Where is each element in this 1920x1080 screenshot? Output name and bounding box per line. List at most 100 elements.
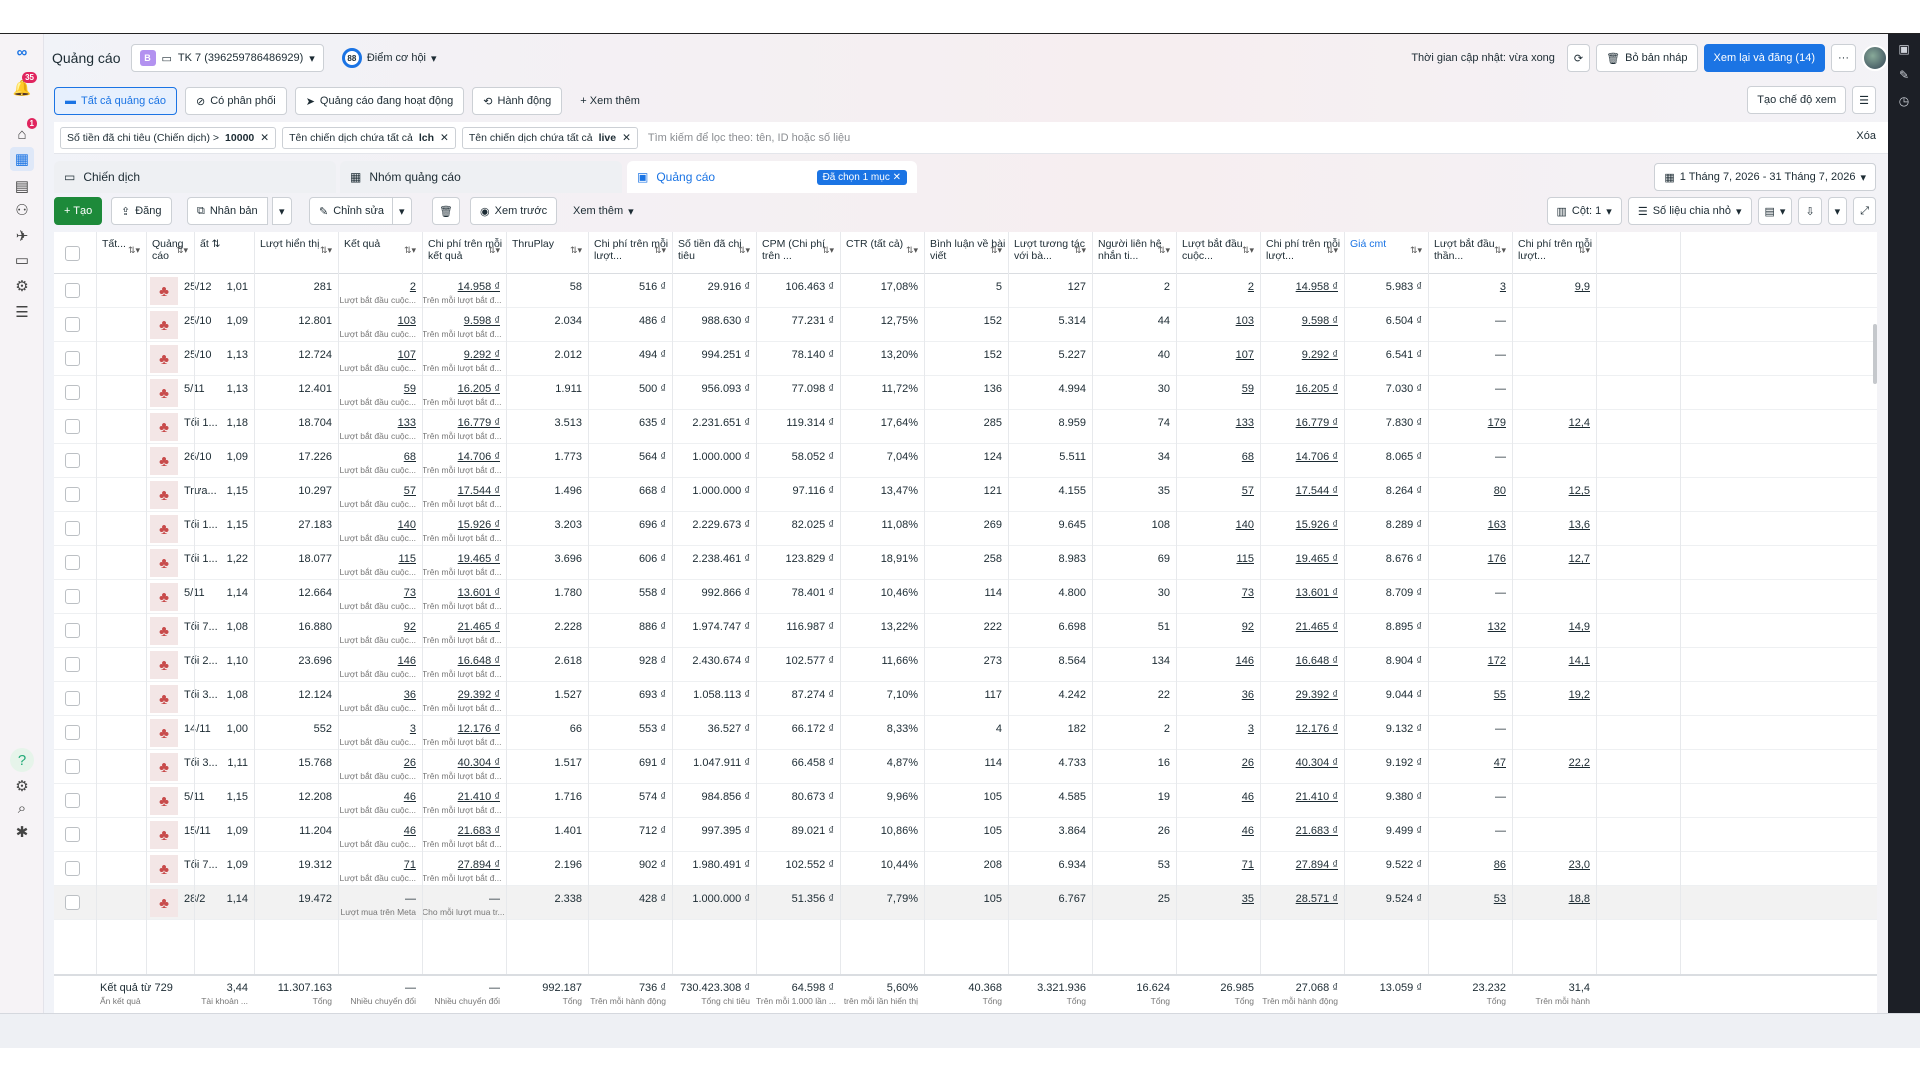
cell-cpl[interactable]: 18,8 <box>1568 893 1590 905</box>
ads-table-icon[interactable]: ▦ <box>10 147 34 171</box>
sort-icon[interactable]: ⇅▾ <box>821 245 834 255</box>
cell-cpr[interactable]: — <box>489 893 500 905</box>
account-selector[interactable]: B ▭ TK 7 (396259786486929) ▾ <box>130 44 324 72</box>
sort-icon[interactable]: ⇅▾ <box>1073 245 1086 255</box>
cell-cpl[interactable]: 22,2 <box>1568 757 1590 769</box>
cell-th[interactable]: 80 <box>1493 485 1506 497</box>
column-header[interactable]: Lượt hiển thị ⇅▾ <box>254 238 338 255</box>
filter-chip[interactable]: Số tiền đã chi tiêu (Chiến dịch) > 10000 ✕ <box>60 126 277 149</box>
cell-th[interactable]: — <box>1495 825 1506 837</box>
ad-name[interactable]: Tối 1... <box>184 553 218 565</box>
cell-th[interactable]: 53 <box>1493 893 1506 905</box>
cell-cpl[interactable]: 19,2 <box>1568 689 1590 701</box>
row-checkbox[interactable] <box>65 521 80 536</box>
cell-res[interactable]: 107 <box>397 349 416 361</box>
cell-res[interactable]: 133 <box>397 417 416 429</box>
edit-dropdown[interactable]: ▾ <box>392 197 412 225</box>
filter-chip[interactable]: Tên chiến dịch chứa tất cả live ✕ <box>461 126 638 149</box>
column-header[interactable]: Lượt bắt đầu cuộc... ⇅▾ <box>1176 238 1260 262</box>
cell-conv[interactable]: 146 <box>1235 655 1254 667</box>
cell-cpl[interactable]: 12,5 <box>1568 485 1590 497</box>
row-checkbox[interactable] <box>65 827 80 842</box>
settings-icon[interactable]: ⚙ <box>15 778 29 795</box>
bug-icon[interactable]: ✱ <box>15 824 29 841</box>
filter-chip[interactable]: Tên chiến dịch chứa tất cả lch ✕ <box>282 126 456 149</box>
column-header[interactable]: Lượt bắt đầu thần... ⇅▾ <box>1428 238 1512 262</box>
cell-cpr[interactable]: 21.410 ₫ <box>457 791 500 803</box>
cell-cpc[interactable]: 12.176 ₫ <box>1295 723 1338 735</box>
table-row[interactable]: ♣ 14/11 1,00 552 3 12.176 ₫ 66 553 ₫ 36.527 ₫ 66.… <box>54 716 1877 750</box>
clear-filters-link[interactable]: Xóa <box>1856 130 1876 142</box>
ad-name[interactable]: Tối 1... <box>184 519 218 531</box>
cell-res[interactable]: 71 <box>403 859 416 871</box>
cell-cpc[interactable]: 28.571 ₫ <box>1295 893 1338 905</box>
cell-th[interactable]: — <box>1495 791 1506 803</box>
duplicate-dropdown[interactable]: ▾ <box>272 197 292 225</box>
cell-cpc[interactable]: 9.292 ₫ <box>1301 349 1338 361</box>
cell-cpr[interactable]: 16.205 ₫ <box>457 383 500 395</box>
close-icon[interactable]: ✕ <box>440 131 449 144</box>
row-checkbox[interactable] <box>65 283 80 298</box>
cell-res[interactable]: 57 <box>403 485 416 497</box>
cell-conv[interactable]: 35 <box>1241 893 1254 905</box>
row-checkbox[interactable] <box>65 453 80 468</box>
ad-name[interactable]: 14/11 <box>184 723 211 735</box>
row-checkbox[interactable] <box>65 351 80 366</box>
cell-cpc[interactable]: 16.648 ₫ <box>1295 655 1338 667</box>
export-dropdown[interactable]: ▾ <box>1827 197 1848 225</box>
tab-adsets[interactable]: ▦ Nhóm quảng cáo <box>340 161 622 193</box>
sort-icon[interactable]: ⇅▾ <box>1493 245 1506 255</box>
row-checkbox[interactable] <box>65 589 80 604</box>
column-header[interactable]: Quảng cáo ⇅▾ <box>146 238 194 262</box>
cell-cpr[interactable]: 14.958 ₫ <box>457 281 500 293</box>
cell-conv[interactable]: 133 <box>1235 417 1254 429</box>
cell-cpc[interactable]: 17.544 ₫ <box>1295 485 1338 497</box>
cell-th[interactable]: — <box>1495 723 1506 735</box>
campaign-icon[interactable]: ✈ <box>15 228 29 245</box>
cell-conv[interactable]: 2 <box>1247 281 1254 293</box>
column-header[interactable]: Chi phí trên mỗi lượt... ⇅▾ <box>1260 238 1344 262</box>
cell-cpc[interactable]: 16.779 ₫ <box>1295 417 1338 429</box>
cell-cpc[interactable]: 14.958 ₫ <box>1295 281 1338 293</box>
cell-cpc[interactable]: 9.598 ₫ <box>1301 315 1338 327</box>
table-row[interactable]: ♣ Tối 3... 1,11 15.768 26 40.304 ₫ 1.517 691 ₫ 1… <box>54 750 1877 784</box>
column-header[interactable]: ThruPlay ⇅▾ <box>506 238 588 255</box>
cell-res[interactable]: 115 <box>398 553 416 565</box>
column-header[interactable]: Chi phí trên mỗi kết quả ⇅▾ <box>422 238 506 262</box>
sort-icon[interactable]: ⇅▾ <box>1577 245 1590 255</box>
table-row[interactable]: ♣ Tối 1... 1,22 18.077 115 19.465 ₫ 3.696 606 ₫… <box>54 546 1877 580</box>
row-checkbox[interactable] <box>65 895 80 910</box>
cell-conv[interactable]: 71 <box>1241 859 1254 871</box>
cell-conv[interactable]: 68 <box>1241 451 1254 463</box>
publish-button[interactable]: ⇪ Đăng <box>111 197 172 225</box>
cell-res[interactable]: 103 <box>397 315 416 327</box>
ad-name[interactable]: 25/12 <box>184 281 212 293</box>
cell-res[interactable]: 3 <box>409 723 416 735</box>
cell-th[interactable]: 86 <box>1493 859 1506 871</box>
alerts-icon[interactable]: ⌂ 1 <box>10 118 37 146</box>
ad-name[interactable]: Tối 3... <box>184 757 218 769</box>
cell-cpc[interactable]: 21.410 ₫ <box>1295 791 1338 803</box>
sort-icon[interactable]: ⇅▾ <box>319 245 332 255</box>
column-header[interactable]: CPM (Chi phí trên ... ⇅▾ <box>756 238 840 262</box>
sort-icon[interactable]: ⇅▾ <box>1241 245 1254 255</box>
refresh-button[interactable]: ⟳ <box>1566 44 1591 72</box>
ad-name[interactable]: Trưa... <box>184 485 217 497</box>
column-header[interactable]: Tất... ⇅▾ <box>96 238 146 255</box>
table-row[interactable]: ♣ Tối 7... 1,08 16.880 92 21.465 ₫ 2.228 886 ₫ 1… <box>54 614 1877 648</box>
sort-icon[interactable]: ⇅▾ <box>1325 245 1338 255</box>
cell-th[interactable]: 132 <box>1487 621 1506 633</box>
row-checkbox[interactable] <box>65 691 80 706</box>
help-icon[interactable]: ? <box>10 748 34 772</box>
column-header[interactable]: ất ⇅ <box>200 238 221 250</box>
close-icon[interactable]: ✕ <box>892 171 901 183</box>
sort-icon[interactable]: ⇅▾ <box>737 245 750 255</box>
cell-cpl[interactable]: 14,1 <box>1568 655 1590 667</box>
discard-drafts-button[interactable]: 🗑 Bỏ bản nháp <box>1596 44 1698 72</box>
cell-th[interactable]: 179 <box>1487 417 1506 429</box>
cell-res[interactable]: 46 <box>403 791 416 803</box>
date-range-picker[interactable]: ▦ 1 Tháng 7, 2026 - 31 Tháng 7, 2026 ▾ <box>1654 163 1876 191</box>
